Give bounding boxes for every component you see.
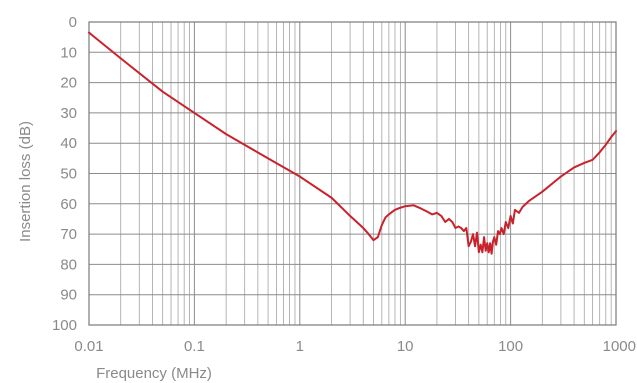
major-gridlines [88, 21, 617, 326]
y-tick-label: 100 [52, 317, 77, 334]
y-tick-label: 40 [60, 135, 77, 152]
y-axis-tick-labels: 0 10 20 30 40 50 60 70 80 90 100 [52, 14, 77, 334]
x-tick-label: 1 [296, 338, 304, 355]
x-axis-tick-labels: 0.01 0.1 1 10 100 1000 [74, 338, 636, 355]
y-tick-label: 60 [60, 196, 77, 213]
y-tick-label: 20 [60, 75, 77, 92]
x-axis-title: Frequency (MHz) [96, 365, 212, 382]
y-tick-label: 70 [60, 226, 77, 243]
y-tick-label: 10 [60, 44, 77, 61]
x-tick-label: 10 [397, 338, 414, 355]
x-tick-label: 100 [498, 338, 523, 355]
plot-frame [88, 21, 617, 326]
y-tick-label: 80 [60, 256, 77, 273]
y-axis-title: Insertion loss (dB) [17, 121, 34, 242]
x-tick-label: 0.1 [184, 338, 205, 355]
series-line [88, 31, 617, 255]
y-tick-label: 30 [60, 105, 77, 122]
y-tick-label: 0 [69, 14, 77, 31]
y-tick-label: 90 [60, 287, 77, 304]
x-tick-label: 1000 [603, 338, 636, 355]
x-tick-label: 0.01 [74, 338, 103, 355]
y-tick-label: 50 [60, 166, 77, 183]
